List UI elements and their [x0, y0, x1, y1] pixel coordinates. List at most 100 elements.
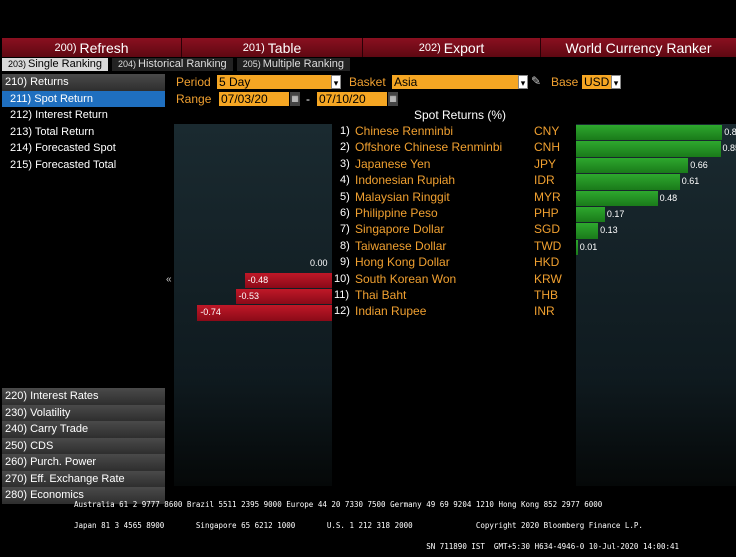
- export-button[interactable]: 202) Export: [363, 38, 541, 57]
- export-number: 202): [419, 42, 441, 54]
- currency-name[interactable]: Indonesian Rupiah: [355, 173, 455, 187]
- table-label: Table: [268, 40, 301, 56]
- period-label: Period: [176, 75, 211, 89]
- bar: [576, 240, 578, 255]
- bar: [576, 158, 688, 173]
- currency-code[interactable]: PHP: [534, 206, 559, 220]
- calendar-to-icon[interactable]: ▦: [388, 92, 398, 106]
- currency-code[interactable]: TWD: [534, 239, 561, 253]
- row-rank: 1): [340, 125, 350, 137]
- collapse-sidebar-icon[interactable]: «: [166, 274, 172, 285]
- app-title: World Currency Ranker: [541, 38, 736, 57]
- currency-code[interactable]: JPY: [534, 157, 556, 171]
- tab-number: 204): [118, 59, 136, 69]
- table-number: 201): [243, 42, 265, 54]
- currency-name[interactable]: Hong Kong Dollar: [355, 255, 450, 269]
- currency-name[interactable]: Japanese Yen: [355, 157, 430, 171]
- calendar-from-icon[interactable]: ▦: [290, 92, 300, 106]
- bar: [576, 141, 721, 156]
- base-label: Base: [551, 75, 578, 89]
- bar-value-label: -0.48: [248, 275, 269, 285]
- ranking-tabs: 203)Single Ranking 204)Historical Rankin…: [2, 58, 354, 71]
- row-rank: 8): [340, 240, 350, 252]
- tab-number: 205): [243, 59, 261, 69]
- sidebar-item-volatility[interactable]: 230) Volatility: [2, 405, 165, 422]
- sidebar-item-forecasted-total[interactable]: 215) Forecasted Total: [2, 157, 165, 174]
- currency-code[interactable]: IDR: [534, 173, 555, 187]
- bar-value-label: 0.86: [724, 127, 736, 137]
- currency-name[interactable]: Singapore Dollar: [355, 222, 444, 236]
- bar-value-label: 0.61: [682, 176, 700, 186]
- tab-historical-ranking[interactable]: 204)Historical Ranking: [112, 58, 233, 71]
- row-rank: 5): [340, 191, 350, 203]
- footer-info: Australia 61 2 9777 8600 Brazil 5511 239…: [74, 487, 679, 557]
- sidebar-item-interest-return[interactable]: 212) Interest Return: [2, 107, 165, 124]
- toolbar: 200) Refresh 201) Table 202) Export Worl…: [2, 38, 736, 57]
- row-rank: 2): [340, 141, 350, 153]
- pencil-icon[interactable]: ✎: [531, 74, 541, 88]
- sidebar-item-spot-return[interactable]: 211) Spot Return: [2, 91, 165, 108]
- bar-value-label: -0.53: [239, 291, 260, 301]
- currency-code[interactable]: INR: [534, 304, 555, 318]
- currency-name[interactable]: Indian Rupee: [355, 304, 426, 318]
- currency-code[interactable]: MYR: [534, 190, 561, 204]
- basket-dropdown-icon[interactable]: ▾: [518, 75, 528, 89]
- row-rank: 3): [340, 158, 350, 170]
- refresh-button[interactable]: 200) Refresh: [2, 38, 182, 57]
- currency-name[interactable]: Offshore Chinese Renminbi: [355, 140, 502, 154]
- period-dropdown-icon[interactable]: ▾: [331, 75, 341, 89]
- bar: [576, 174, 680, 189]
- sidebar-item-eff-exchange-rate[interactable]: 270) Eff. Exchange Rate: [2, 471, 165, 488]
- row-rank: 11): [334, 289, 349, 301]
- chart-title: Spot Returns (%): [414, 108, 506, 122]
- currency-code[interactable]: CNH: [534, 140, 560, 154]
- currency-name[interactable]: Malaysian Ringgit: [355, 190, 450, 204]
- currency-code[interactable]: THB: [534, 288, 558, 302]
- currency-name[interactable]: South Korean Won: [355, 272, 456, 286]
- row-rank: 4): [340, 174, 350, 186]
- bar-value-label: 0.66: [690, 160, 708, 170]
- period-select[interactable]: 5 Day: [217, 75, 332, 89]
- currency-name[interactable]: Philippine Peso: [355, 206, 438, 220]
- bar-value-label: -0.74: [200, 307, 221, 317]
- bar-value-label: 0.17: [607, 209, 625, 219]
- currency-name[interactable]: Chinese Renminbi: [355, 124, 453, 138]
- basket-label: Basket: [349, 75, 386, 89]
- row-rank: 10): [334, 273, 350, 285]
- currency-code[interactable]: CNY: [534, 124, 559, 138]
- sidebar-item-returns[interactable]: 210) Returns: [2, 74, 165, 91]
- bar-value-label: 0.00: [310, 258, 328, 268]
- footer-line-2: Japan 81 3 4565 8900 Singapore 65 6212 1…: [74, 522, 679, 529]
- sidebar-item-forecasted-spot[interactable]: 214) Forecasted Spot: [2, 140, 165, 157]
- currency-code[interactable]: HKD: [534, 255, 559, 269]
- tab-multiple-ranking[interactable]: 205)Multiple Ranking: [237, 58, 350, 71]
- bar-value-label: 0.01: [580, 242, 598, 252]
- sidebar-item-interest-rates[interactable]: 220) Interest Rates: [2, 388, 165, 405]
- currency-name[interactable]: Taiwanese Dollar: [355, 239, 446, 253]
- base-select[interactable]: USD: [582, 75, 611, 89]
- currency-code[interactable]: SGD: [534, 222, 560, 236]
- bar: [576, 125, 722, 140]
- sidebar-item-purch-power[interactable]: 260) Purch. Power: [2, 454, 165, 471]
- sidebar-item-carry-trade[interactable]: 240) Carry Trade: [2, 421, 165, 438]
- bar: [576, 223, 598, 238]
- base-dropdown-icon[interactable]: ▾: [611, 75, 621, 89]
- range-to-input[interactable]: 07/10/20: [317, 92, 387, 106]
- footer-line-3: SN 711890 IST GMT+5:30 H634-4946-0 10-Ju…: [74, 543, 679, 550]
- currency-name[interactable]: Thai Baht: [355, 288, 406, 302]
- row-rank: 6): [340, 207, 350, 219]
- row-rank: 12): [334, 305, 350, 317]
- bar: [576, 191, 658, 206]
- sidebar-item-cds[interactable]: 250) CDS: [2, 438, 165, 455]
- basket-select[interactable]: Asia: [392, 75, 519, 89]
- tab-label: Single Ranking: [28, 58, 102, 70]
- export-label: Export: [444, 40, 484, 56]
- table-button[interactable]: 201) Table: [182, 38, 363, 57]
- bar: [576, 207, 605, 222]
- refresh-number: 200): [54, 42, 76, 54]
- range-from-input[interactable]: 07/03/20: [219, 92, 289, 106]
- sidebar-item-total-return[interactable]: 213) Total Return: [2, 124, 165, 141]
- tab-single-ranking[interactable]: 203)Single Ranking: [2, 58, 108, 71]
- currency-code[interactable]: KRW: [534, 272, 562, 286]
- range-label: Range: [176, 92, 211, 106]
